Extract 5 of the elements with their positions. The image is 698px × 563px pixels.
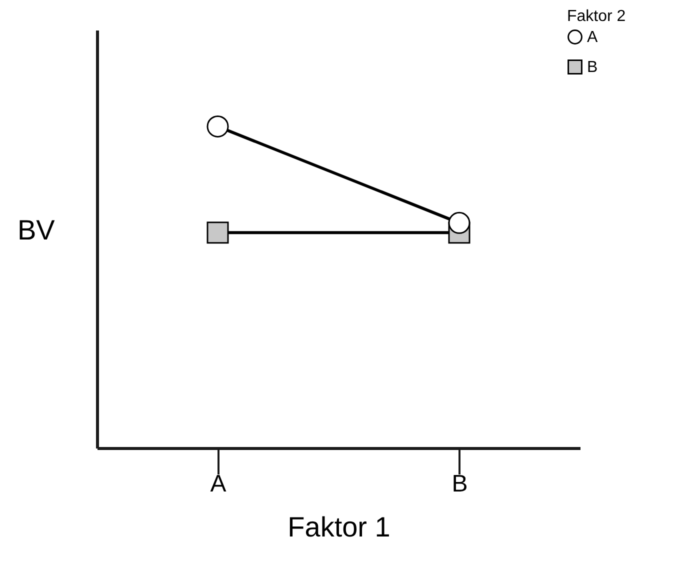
legend-label: A — [587, 29, 598, 46]
legend-title: Faktor 2 — [567, 8, 626, 25]
y-axis-title: BV — [18, 214, 56, 246]
legend-label: B — [587, 59, 598, 76]
x-axis-title: Faktor 1 — [288, 512, 390, 542]
